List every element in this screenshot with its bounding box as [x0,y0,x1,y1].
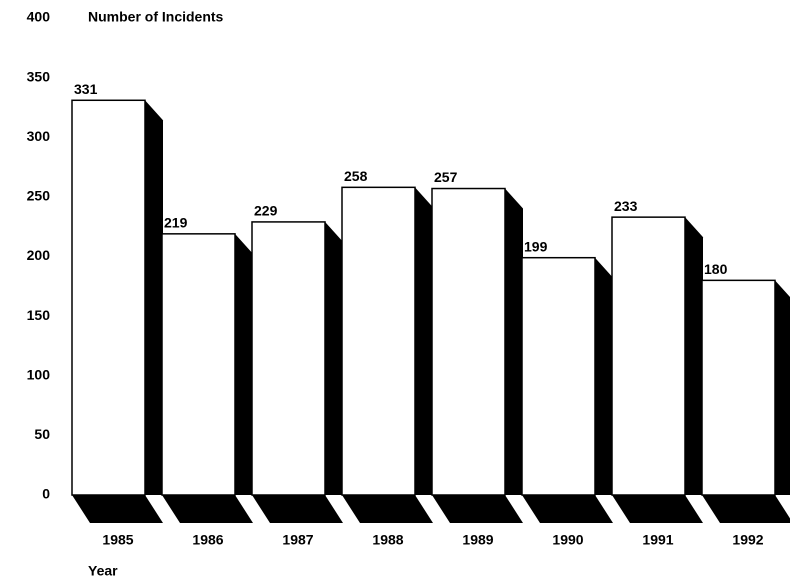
bar [71,99,146,496]
y-tick-label: 50 [34,426,50,442]
x-tick-label: 1988 [372,532,403,548]
y-tick-label: 300 [27,128,51,144]
x-axis-label: Year [88,563,118,579]
bar [431,187,506,496]
data-label: 219 [164,215,188,231]
bar [521,256,596,496]
bar-side-shadow [685,217,703,495]
y-tick-label: 400 [27,9,51,25]
bar-floor-shadow [162,495,253,523]
data-label: 257 [434,169,458,185]
bar-side-shadow [235,233,253,495]
x-tick-label: 1986 [192,532,223,548]
x-tick-label: 1991 [642,532,673,548]
data-label: 199 [524,238,548,254]
x-tick-label: 1987 [282,532,313,548]
y-tick-label: 350 [27,68,51,84]
y-tick-label: 200 [27,247,51,263]
data-label: 180 [704,261,728,277]
y-tick-label: 250 [27,188,51,204]
data-label: 233 [614,198,638,214]
bar-side-shadow [145,100,163,495]
bar-floor-shadow [252,495,343,523]
bar [341,186,416,496]
bar-side-shadow [505,188,523,495]
bar-floor-shadow [702,495,790,523]
bar-floor-shadow [342,495,433,523]
bar-side-shadow [595,257,613,495]
bar-side-shadow [325,221,343,496]
bar [611,216,686,496]
bar-floor-shadow [612,495,703,523]
y-tick-label: 100 [27,366,51,382]
x-tick-label: 1990 [552,532,583,548]
data-label: 331 [74,81,98,97]
bar [701,279,776,496]
y-tick-label: 150 [27,307,51,323]
x-tick-label: 1985 [102,532,133,548]
bar-floor-shadow [72,495,163,523]
bar [251,221,326,496]
x-tick-label: 1992 [732,532,763,548]
y-tick-label: 0 [42,486,50,502]
data-label: 229 [254,203,278,219]
chart-title: Number of Incidents [88,9,224,25]
bar [161,233,236,496]
x-tick-label: 1989 [462,532,493,548]
bar-side-shadow [415,187,433,495]
data-label: 258 [344,168,368,184]
bar-floor-shadow [432,495,523,523]
bar-floor-shadow [522,495,613,523]
bar-side-shadow [775,280,790,495]
